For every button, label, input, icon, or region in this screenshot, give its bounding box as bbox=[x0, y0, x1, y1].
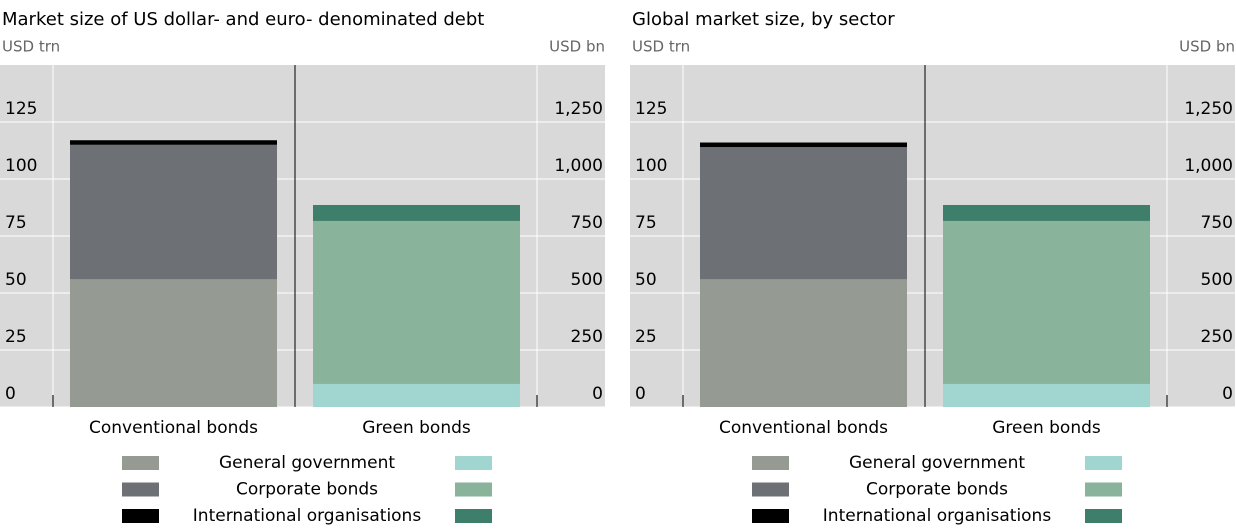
bar-segment bbox=[700, 147, 907, 280]
x-tick-label: Green bonds bbox=[992, 418, 1101, 438]
legend-swatch bbox=[455, 482, 492, 497]
y-tick-label: 0 bbox=[635, 384, 646, 404]
y2-tick-label: 500 bbox=[1201, 270, 1233, 290]
legend-swatch bbox=[455, 509, 492, 523]
legend-swatch bbox=[1085, 482, 1122, 497]
chart-title: Global market size, by sector bbox=[632, 9, 895, 30]
legend-label: General government bbox=[219, 453, 395, 473]
legend-swatch bbox=[752, 509, 789, 523]
y2-tick-label: 1,000 bbox=[554, 156, 603, 176]
bar-segment bbox=[943, 204, 1150, 221]
legend-label: Corporate bonds bbox=[866, 480, 1008, 500]
y-tick-label: 100 bbox=[5, 156, 37, 176]
legend-swatch bbox=[122, 456, 159, 470]
y-tick-label: 75 bbox=[635, 213, 657, 233]
y2-tick-label: 250 bbox=[571, 327, 603, 347]
legend-swatch bbox=[752, 482, 789, 497]
y-tick-label: 50 bbox=[635, 270, 657, 290]
y2-tick-label: 500 bbox=[571, 270, 603, 290]
legend-label: Corporate bonds bbox=[236, 480, 378, 500]
y-tick-label: 75 bbox=[5, 213, 27, 233]
y2-tick-label: 750 bbox=[1201, 213, 1233, 233]
y2-tick-label: 1,250 bbox=[554, 99, 603, 119]
bar-segment bbox=[313, 383, 520, 407]
chart-title: Market size of US dollar- and euro- deno… bbox=[2, 9, 484, 30]
bar-segment bbox=[313, 220, 520, 384]
y-tick-label: 25 bbox=[635, 327, 657, 347]
x-tick-label: Green bonds bbox=[362, 418, 471, 438]
y-tick-label: 25 bbox=[5, 327, 27, 347]
y-axis-label: USD trn bbox=[632, 38, 690, 56]
y2-tick-label: 1,000 bbox=[1184, 156, 1233, 176]
legend-label: International organisations bbox=[193, 506, 422, 526]
bar-segment bbox=[70, 279, 277, 407]
legend-swatch bbox=[752, 456, 789, 470]
legend-swatch bbox=[1085, 456, 1122, 470]
bar-segment bbox=[943, 220, 1150, 384]
y-tick-label: 125 bbox=[635, 99, 667, 119]
bar-segment bbox=[700, 142, 907, 148]
legend-label: International organisations bbox=[823, 506, 1052, 526]
y-tick-label: 0 bbox=[5, 384, 16, 404]
legend-label: General government bbox=[849, 453, 1025, 473]
y2-axis-label: USD bn bbox=[549, 38, 605, 56]
legend-swatch bbox=[455, 456, 492, 470]
y2-tick-label: 250 bbox=[1201, 327, 1233, 347]
bar-segment bbox=[700, 279, 907, 407]
y2-axis-label: USD bn bbox=[1179, 38, 1235, 56]
bar-segment bbox=[70, 144, 277, 280]
y2-tick-label: 0 bbox=[592, 384, 603, 404]
x-tick-label: Conventional bonds bbox=[89, 418, 258, 438]
y2-tick-label: 1,250 bbox=[1184, 99, 1233, 119]
y-axis-label: USD trn bbox=[2, 38, 60, 56]
y-tick-label: 50 bbox=[5, 270, 27, 290]
legend-swatch bbox=[122, 482, 159, 497]
y-tick-label: 100 bbox=[635, 156, 667, 176]
bar-segment bbox=[70, 140, 277, 145]
legend-swatch bbox=[1085, 509, 1122, 523]
y2-tick-label: 750 bbox=[571, 213, 603, 233]
legend-swatch bbox=[122, 509, 159, 523]
y-tick-label: 125 bbox=[5, 99, 37, 119]
bar-segment bbox=[313, 204, 520, 221]
y2-tick-label: 0 bbox=[1222, 384, 1233, 404]
bar-segment bbox=[943, 383, 1150, 407]
x-tick-label: Conventional bonds bbox=[719, 418, 888, 438]
